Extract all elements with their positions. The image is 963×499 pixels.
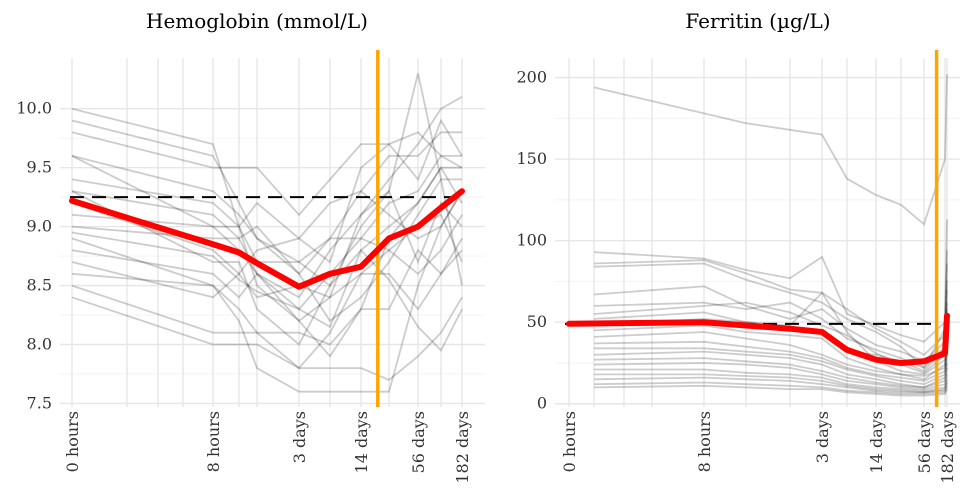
individual-series-line bbox=[593, 350, 948, 389]
individual-series-line bbox=[71, 213, 463, 276]
individual-series-line bbox=[593, 74, 948, 226]
individual-series-line bbox=[71, 190, 463, 393]
ferritin-x-tick: 182 days bbox=[938, 411, 957, 484]
individual-series-line bbox=[593, 219, 948, 343]
ferritin-y-tick: 200 bbox=[516, 68, 547, 87]
individual-series-line bbox=[594, 368, 948, 392]
ferritin-y-tick: 100 bbox=[516, 231, 547, 250]
ferritin-y-tick-labels: 0 50 100 150 200 bbox=[516, 68, 547, 413]
ferritin-x-tick: 3 days bbox=[813, 411, 832, 463]
hemoglobin-y-tick: 7.5 bbox=[27, 393, 52, 412]
hemoglobin-y-tick: 8.0 bbox=[27, 335, 52, 354]
ferritin-panel: Ferritin (µg/L) 0 50 100 150 200 0 hours… bbox=[516, 9, 960, 484]
individual-series-line bbox=[71, 155, 463, 287]
ferritin-y-tick: 50 bbox=[527, 312, 547, 331]
ferritin-title: Ferritin (µg/L) bbox=[685, 9, 830, 33]
hemoglobin-y-tick: 10.0 bbox=[16, 99, 52, 118]
individual-series-line bbox=[594, 347, 948, 386]
hemoglobin-x-tick: 0 hours bbox=[63, 411, 82, 472]
individual-series-line bbox=[71, 166, 462, 358]
individual-series-line bbox=[593, 384, 948, 397]
hemoglobin-title: Hemoglobin (mmol/L) bbox=[146, 9, 368, 33]
individual-series-line bbox=[71, 73, 463, 299]
hemoglobin-panel: Hemoglobin (mmol/L) 7.5 8.0 8.5 9.0 9.5 … bbox=[16, 9, 485, 484]
ferritin-x-tick: 14 days bbox=[867, 411, 886, 473]
individual-series-line bbox=[593, 291, 948, 376]
hemoglobin-mean-line bbox=[69, 188, 465, 290]
individual-series-line bbox=[71, 96, 463, 323]
individual-series-line bbox=[593, 362, 948, 391]
individual-series-line bbox=[593, 301, 948, 374]
ferritin-mean-line bbox=[566, 312, 950, 366]
individual-series-line bbox=[71, 231, 463, 352]
hemoglobin-y-tick: 9.5 bbox=[27, 158, 52, 177]
individual-series-line bbox=[593, 340, 948, 382]
hemoglobin-individual-lines bbox=[71, 73, 463, 393]
individual-series-line bbox=[593, 381, 948, 395]
hemoglobin-x-tick: 3 days bbox=[290, 411, 309, 463]
individual-series-line bbox=[71, 178, 462, 323]
individual-series-line bbox=[594, 373, 948, 394]
ferritin-x-tick: 56 days bbox=[915, 411, 934, 473]
individual-series-line bbox=[71, 296, 463, 381]
individual-series-line bbox=[593, 331, 948, 377]
hemoglobin-x-tick-labels: 0 hours 8 hours 3 days 14 days 56 days 1… bbox=[63, 411, 472, 484]
hemoglobin-x-tick: 14 days bbox=[352, 411, 371, 473]
ferritin-y-tick: 150 bbox=[516, 149, 547, 168]
individual-series-line bbox=[593, 250, 948, 356]
individual-series-line bbox=[593, 279, 948, 363]
hemoglobin-y-tick-labels: 7.5 8.0 8.5 9.0 9.5 10.0 bbox=[16, 99, 52, 413]
individual-series-line bbox=[71, 119, 462, 276]
hemoglobin-x-tick: 182 days bbox=[453, 411, 472, 484]
hemoglobin-y-tick: 9.0 bbox=[27, 217, 52, 236]
ferritin-x-tick-labels: 0 hours 8 hours 3 days 14 days 56 days 1… bbox=[560, 411, 957, 484]
individual-series-line bbox=[71, 237, 463, 346]
individual-series-line bbox=[593, 262, 948, 370]
ferritin-y-tick: 0 bbox=[537, 394, 547, 413]
hemoglobin-y-tick: 8.5 bbox=[27, 276, 52, 295]
hemoglobin-x-tick: 56 days bbox=[409, 411, 428, 473]
individual-series-line bbox=[71, 190, 463, 276]
ferritin-x-tick: 0 hours bbox=[560, 411, 579, 472]
individual-series-line bbox=[71, 189, 463, 346]
individual-series-line bbox=[71, 131, 462, 217]
individual-series-line bbox=[593, 357, 948, 389]
individual-series-line bbox=[71, 237, 463, 370]
hemoglobin-x-tick: 8 hours bbox=[204, 411, 223, 472]
individual-series-line bbox=[593, 324, 948, 381]
individual-series-line bbox=[593, 376, 948, 394]
ferritin-x-tick: 8 hours bbox=[695, 411, 714, 472]
individual-series-line bbox=[71, 118, 463, 264]
